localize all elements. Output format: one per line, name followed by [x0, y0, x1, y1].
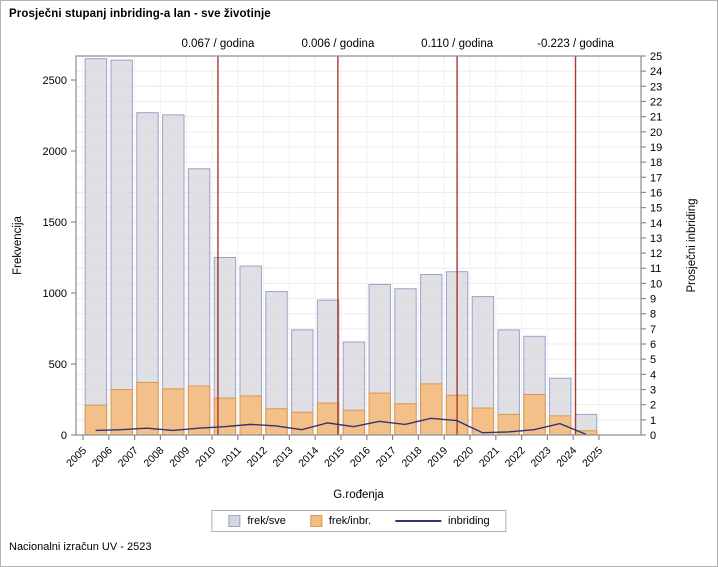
chart-legend: frek/sve frek/inbr. inbriding	[211, 510, 507, 532]
x-tick-label: 2014	[296, 445, 321, 470]
bar-frek-sve	[162, 114, 185, 436]
bar-frek-inbr	[420, 383, 443, 436]
bar-frek-inbr	[316, 402, 340, 436]
right-tick-label: 24	[650, 66, 662, 78]
right-tick-label: 6	[650, 339, 656, 351]
right-tick-label: 9	[650, 294, 656, 306]
legend-swatch-inbriding	[395, 520, 442, 522]
left-tick-label: 2000	[43, 146, 67, 158]
right-tick-label: 0	[650, 430, 656, 442]
x-tick-label: 2023	[529, 445, 554, 470]
right-tick-label: 21	[650, 112, 662, 124]
legend-item-label: frek/inbr.	[328, 515, 372, 527]
annotation-label: 0.067 / godina	[181, 38, 255, 50]
annotation-label: 0.110 / godina	[421, 38, 494, 50]
right-tick-label: 8	[650, 309, 656, 321]
bar-frek-inbr	[291, 411, 314, 436]
bar-frek-inbr	[162, 388, 185, 436]
legend-item: inbriding	[395, 515, 490, 527]
right-tick-label: 10	[650, 278, 662, 290]
bar-frek-inbr	[394, 403, 417, 436]
footer-note: Nacionalni izračun UV - 2523	[9, 541, 152, 553]
bar-frek-inbr	[471, 407, 495, 436]
x-tick-label: 2009	[167, 445, 192, 470]
right-tick-label: 17	[650, 172, 662, 184]
left-tick-label: 0	[61, 430, 67, 442]
x-tick-label: 2015	[322, 445, 347, 470]
right-tick-label: 1	[650, 415, 656, 427]
right-tick-label: 2	[650, 400, 656, 412]
right-tick-label: 13	[650, 233, 662, 245]
x-tick-label: 2024	[554, 445, 579, 470]
bar-frek-inbr	[239, 395, 262, 436]
legend-item: frek/inbr.	[309, 515, 372, 527]
right-tick-label: 3	[650, 385, 656, 397]
x-tick-label: 2008	[142, 445, 167, 470]
right-tick-label: 7	[650, 324, 656, 336]
chart-plot-area: 0.067 / godina 0.006 / godina 0.110 / godi…	[12, 38, 698, 501]
bar-frek-inbr	[265, 408, 288, 436]
legend-item: frek/sve	[228, 515, 286, 527]
bar-frek-sve	[84, 58, 108, 436]
chart-title: Prosječni stupanj inbriding-a lan - sve …	[9, 8, 271, 20]
x-tick-label: 2013	[271, 445, 296, 470]
right-tick-label: 14	[650, 218, 662, 230]
right-axis-title: Prosječni inbriding	[686, 199, 698, 293]
bar-frek-inbr	[136, 381, 159, 436]
right-tick-label: 12	[650, 248, 662, 260]
right-tick-label: 18	[650, 157, 662, 169]
bar-frek-inbr	[342, 409, 366, 436]
x-tick-label: 2010	[193, 445, 218, 470]
plot-frame	[75, 55, 642, 436]
right-tick-label: 11	[650, 263, 661, 275]
bar-frek-inbr	[368, 392, 391, 436]
x-tick-label: 2018	[400, 445, 425, 470]
right-tick-label: 5	[650, 354, 656, 366]
x-tick-label: 2019	[425, 445, 450, 470]
x-tick-label: 2020	[451, 445, 476, 470]
x-tick-label: 2017	[374, 445, 399, 470]
right-tick-label: 16	[650, 187, 662, 199]
left-tick-label: 1000	[43, 288, 67, 300]
left-tick-label: 1500	[43, 217, 67, 229]
right-tick-label: 15	[650, 203, 662, 215]
legend-swatch-frek-sve	[228, 515, 241, 527]
x-tick-label: 2016	[348, 445, 373, 470]
legend-item-label: inbriding	[448, 515, 490, 527]
left-tick-label: 500	[49, 359, 67, 371]
x-tick-label: 2005	[64, 445, 89, 470]
bar-frek-sve	[110, 59, 133, 436]
x-tick-label: 2007	[116, 445, 141, 470]
x-tick-label: 2012	[245, 445, 270, 470]
left-axis-title: Frekvencija	[12, 216, 24, 275]
right-tick-label: 23	[650, 81, 662, 93]
legend-swatch-frek-inbr	[309, 515, 322, 527]
right-tick-label: 4	[650, 369, 656, 381]
left-tick-label: 2500	[43, 75, 67, 87]
right-tick-label: 22	[650, 96, 662, 108]
inbriding-line	[95, 417, 586, 435]
right-tick-label: 25	[650, 51, 662, 63]
right-tick-label: 20	[650, 127, 662, 139]
x-tick-label: 2011	[219, 445, 244, 470]
bar-frek-inbr	[110, 389, 133, 436]
annotation-label: -0.223 / godina	[537, 38, 614, 50]
x-tick-label: 2021	[477, 445, 502, 470]
x-tick-label: 2025	[580, 445, 605, 470]
x-tick-label: 2006	[90, 445, 115, 470]
right-tick-label: 19	[650, 142, 662, 154]
x-tick-label: 2022	[503, 445, 528, 470]
x-axis-title: G.rođenja	[333, 489, 384, 501]
legend-item-label: frek/sve	[247, 515, 286, 527]
annotation-label: 0.006 / godina	[301, 38, 375, 50]
